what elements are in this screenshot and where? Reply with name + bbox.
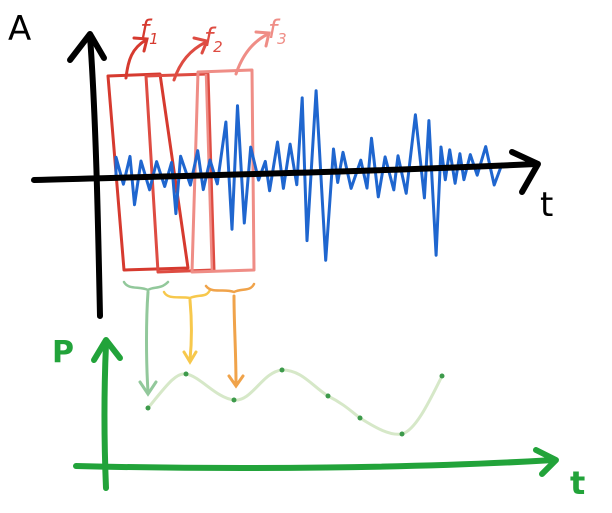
frame-f1-pointer-arrow bbox=[124, 38, 148, 80]
frame-f1-pointer-arrowhead bbox=[132, 36, 149, 53]
brace-f3 bbox=[204, 282, 256, 294]
bottom-y-axis-arrowhead bbox=[91, 337, 123, 363]
top-plot: A t f1 f2 f3 bbox=[8, 9, 553, 319]
feature-point bbox=[279, 367, 285, 373]
feature-point bbox=[325, 393, 331, 399]
top-x-axis-arrowhead bbox=[509, 149, 541, 195]
frame-f1 bbox=[106, 72, 190, 272]
frame-f3-label-group: f3 bbox=[234, 15, 287, 76]
frame-f3-pointer-arrowhead bbox=[254, 30, 271, 48]
feature-point bbox=[145, 405, 151, 411]
top-y-axis bbox=[87, 33, 103, 319]
feature-point bbox=[439, 373, 445, 379]
frame-f3-box bbox=[190, 68, 256, 274]
brace-f2 bbox=[162, 288, 212, 300]
feature-point bbox=[231, 397, 237, 403]
frame-f1-label: f1 bbox=[140, 15, 159, 48]
connector-arrow-f3 bbox=[232, 294, 238, 386]
connector-arrow-f2 bbox=[188, 298, 193, 362]
bottom-x-axis-label: t bbox=[570, 464, 585, 502]
top-x-axis-label: t bbox=[540, 185, 553, 225]
bottom-y-axis bbox=[101, 341, 109, 491]
bottom-x-axis bbox=[73, 457, 557, 471]
feature-point bbox=[357, 415, 363, 421]
frame-f3-label: f3 bbox=[268, 15, 287, 48]
bottom-y-axis-label: P bbox=[52, 335, 74, 370]
frame-f2-pointer-arrow bbox=[172, 40, 208, 82]
brace-f1 bbox=[122, 280, 170, 292]
frame-f2-label: f2 bbox=[204, 23, 223, 56]
bottom-plot: P t bbox=[52, 335, 585, 502]
connector-arrowhead-f3 bbox=[227, 374, 245, 389]
connector-arrow-f1 bbox=[145, 290, 150, 394]
frame-f3-pointer-arrow bbox=[234, 32, 270, 76]
feature-point bbox=[399, 431, 405, 437]
bottom-x-axis-arrowhead bbox=[533, 447, 559, 477]
frame-f2-pointer-arrowhead bbox=[192, 36, 210, 55]
connector-arrowhead-f1 bbox=[138, 380, 158, 397]
frame-connectors bbox=[122, 280, 256, 397]
frame-f1-label-group: f1 bbox=[124, 15, 159, 80]
bottom-feature-curve bbox=[146, 368, 444, 436]
feature-point bbox=[183, 371, 189, 377]
frame-f1-box bbox=[106, 72, 190, 272]
audio-signal-waveform bbox=[114, 89, 504, 262]
bottom-feature-points bbox=[145, 367, 445, 437]
top-y-axis-arrowhead bbox=[67, 31, 107, 63]
top-y-axis-label: A bbox=[8, 9, 31, 49]
connector-arrowhead-f2 bbox=[182, 350, 198, 365]
